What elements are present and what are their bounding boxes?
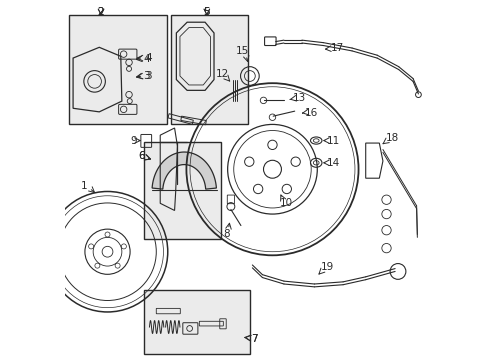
Text: 6: 6	[138, 150, 144, 161]
FancyBboxPatch shape	[171, 15, 247, 125]
FancyBboxPatch shape	[144, 290, 249, 354]
Polygon shape	[152, 152, 216, 189]
FancyBboxPatch shape	[69, 15, 167, 125]
Text: 17: 17	[330, 43, 343, 53]
Text: 5: 5	[203, 7, 210, 17]
Text: 8: 8	[223, 229, 229, 239]
Text: 1: 1	[81, 181, 87, 192]
Text: 7: 7	[250, 333, 257, 343]
Text: 4: 4	[145, 53, 151, 63]
Text: 11: 11	[326, 136, 339, 145]
Text: 2: 2	[98, 7, 104, 17]
Text: 6: 6	[138, 150, 144, 161]
Text: 14: 14	[326, 158, 339, 168]
FancyBboxPatch shape	[144, 142, 221, 239]
Text: 3: 3	[145, 71, 151, 81]
Text: 7: 7	[250, 333, 257, 343]
Text: 9: 9	[130, 136, 137, 145]
Text: 12: 12	[215, 69, 228, 79]
Text: 18: 18	[385, 133, 398, 143]
Text: 3: 3	[143, 71, 150, 81]
Text: 2: 2	[98, 7, 104, 17]
Text: 19: 19	[321, 262, 334, 272]
Text: 13: 13	[292, 93, 305, 103]
Text: 10: 10	[280, 198, 293, 208]
Text: 16: 16	[305, 108, 318, 118]
Text: 4: 4	[143, 54, 150, 64]
Text: 15: 15	[236, 46, 249, 56]
Text: 5: 5	[203, 7, 210, 17]
